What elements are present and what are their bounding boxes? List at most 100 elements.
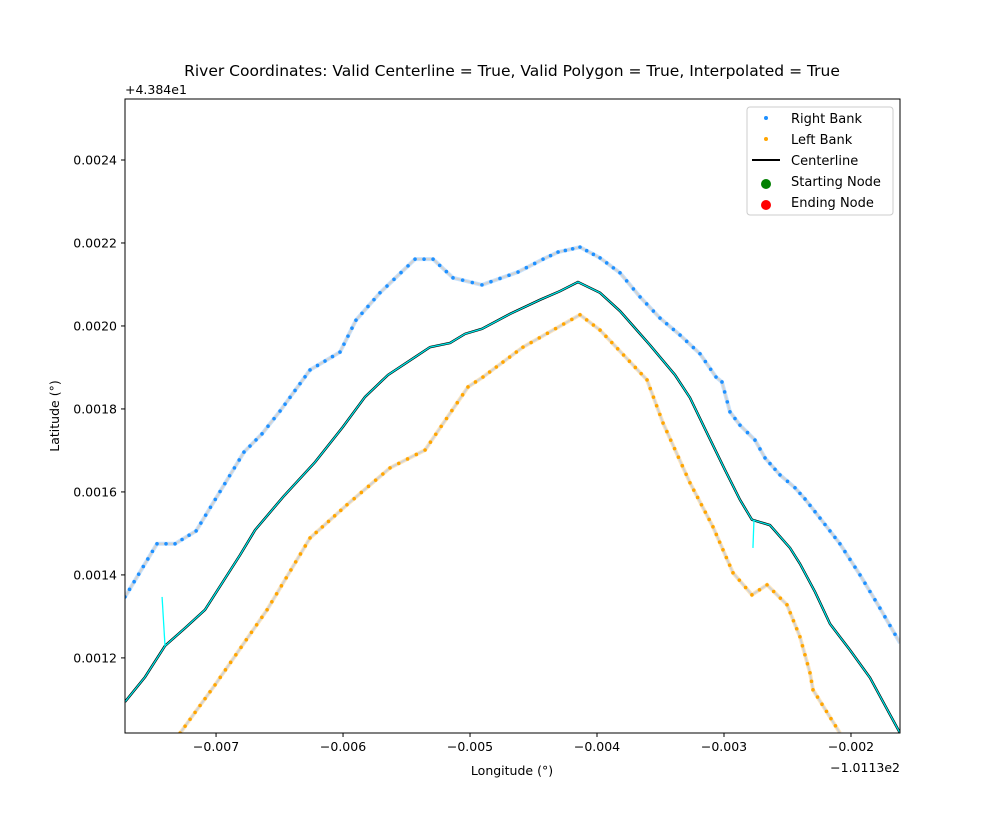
left-bank-point (707, 517, 711, 522)
right-bank-point (644, 302, 649, 306)
right-bank-point (460, 278, 465, 282)
left-bank-point (254, 622, 259, 627)
left-bank-point (691, 488, 696, 492)
right-bank-point (532, 261, 537, 266)
right-bank-point (288, 395, 292, 400)
right-bank-point (803, 497, 807, 501)
right-bank-point (591, 252, 596, 257)
right-bank-point (392, 277, 396, 282)
left-bank-point (578, 312, 582, 317)
right-bank-point (203, 513, 208, 517)
right-bank-point (671, 327, 676, 332)
left-bank-point (284, 576, 288, 580)
left-bank-point (396, 461, 401, 466)
right-bank-point (507, 273, 511, 278)
left-bank-point (289, 568, 293, 572)
right-bank-point (315, 363, 320, 368)
right-bank-point (758, 447, 762, 451)
right-bank-point (785, 479, 790, 484)
y-tick-label: 0.0024 (73, 152, 117, 167)
right-bank-point (848, 557, 852, 562)
right-bank-point (480, 283, 484, 287)
left-bank-point (699, 502, 704, 507)
right-bank-point (470, 280, 475, 285)
right-bank-point (232, 466, 237, 470)
left-bank-point (521, 345, 525, 349)
left-bank-point (303, 544, 308, 548)
left-bank-point (750, 593, 754, 597)
left-bank-point (308, 536, 312, 540)
right-bank-point (173, 541, 177, 546)
left-bank-point (481, 375, 485, 379)
left-bank-point (373, 478, 378, 482)
legend-marker-icon (764, 137, 768, 141)
right-bank-point (141, 564, 146, 569)
left-bank-point (249, 630, 254, 635)
left-bank-point (684, 472, 688, 477)
left-bank-point (388, 466, 392, 470)
left-bank-point (651, 395, 656, 399)
right-bank-point (853, 565, 857, 569)
y-axis: 0.0012 0.0014 0.0016 0.0018 0.0020 0.0022 0.00… (73, 152, 125, 665)
x-tick-label: −0.004 (574, 739, 620, 754)
y-tick-label: 0.0014 (73, 567, 117, 582)
y-tick-label: 0.0018 (73, 401, 117, 416)
left-bank-point (326, 519, 331, 524)
left-bank-point (193, 710, 197, 715)
right-bank-point (164, 541, 168, 546)
right-bank-point (738, 423, 742, 427)
left-bank-point (639, 371, 643, 376)
left-bank-point (529, 340, 533, 345)
left-bank-point (743, 585, 748, 590)
left-bank-point (265, 607, 269, 612)
centerline-line (125, 280, 900, 733)
left-bank-point (724, 555, 729, 560)
right-bank-point (556, 250, 560, 254)
left-bank-point (785, 602, 789, 607)
right-bank-point (578, 245, 582, 249)
left-bank-point (339, 508, 343, 513)
left-bank-point (648, 386, 653, 391)
right-bank-point (631, 287, 636, 291)
left-bank-point (345, 502, 349, 507)
left-bank-point (314, 530, 318, 535)
left-bank-point (514, 350, 519, 354)
left-bank-point (717, 540, 722, 544)
legend-label: Left Bank (791, 133, 853, 148)
right-bank-point (638, 295, 642, 299)
left-bank-point (621, 353, 626, 357)
legend: Right Bank Left Bank Centerline Starting No… (746, 106, 894, 216)
right-bank-point (237, 458, 241, 462)
right-bank-point (350, 326, 354, 330)
left-bank-point (450, 408, 454, 413)
right-bank-point (422, 257, 426, 261)
right-bank-point (136, 572, 141, 576)
right-bank-point (378, 290, 382, 295)
plot-area (125, 245, 900, 733)
right-bank-point (604, 261, 609, 265)
left-bank-point (405, 457, 410, 461)
right-bank-point (584, 248, 589, 253)
y-axis-label: Latitude (°) (47, 380, 62, 451)
x-axis: −0.007 −0.006 −0.005 −0.004 −0.003 −0.002 (193, 733, 874, 754)
left-bank-point (570, 317, 574, 322)
bank-halo-line (125, 245, 900, 644)
right-bank-point (888, 623, 892, 628)
right-bank-point (498, 276, 502, 281)
right-bank-point (208, 505, 213, 510)
right-bank-point (843, 549, 847, 554)
right-bank-point (187, 533, 191, 538)
right-bank-point (838, 541, 842, 546)
right-bank-point (127, 587, 132, 592)
right-bank-point (242, 450, 246, 454)
left-bank-point (501, 360, 505, 364)
left-bank-point (213, 683, 217, 687)
left-bank-point (757, 588, 762, 592)
left-bank-point (293, 560, 298, 564)
y-tick-label: 0.0020 (73, 318, 117, 333)
right-bank-point (342, 342, 346, 346)
right-bank-point (150, 549, 155, 554)
left-bank-point (223, 668, 228, 672)
left-bank-point (545, 331, 550, 336)
